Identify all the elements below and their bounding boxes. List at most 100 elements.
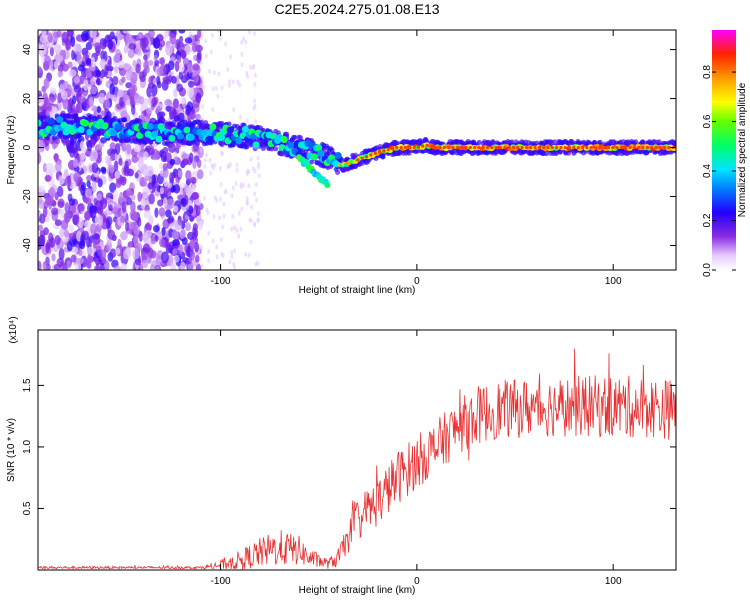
noise-blob	[131, 155, 139, 164]
noise-blob	[254, 182, 258, 188]
noise-blob	[207, 258, 211, 264]
noise-blob	[109, 248, 117, 258]
noise-blob	[44, 174, 52, 182]
noise-blob	[241, 182, 245, 188]
noise-blob	[188, 205, 194, 214]
noise-blob	[73, 85, 82, 93]
ridge-core	[589, 145, 593, 150]
noise-blob	[253, 118, 257, 124]
noise-blob	[146, 86, 152, 98]
ridge-core	[667, 145, 671, 150]
noise-blob	[240, 62, 244, 68]
noise-blob	[93, 197, 98, 206]
ridge-mark	[317, 149, 325, 157]
noise-blob	[105, 98, 110, 110]
ridge-core	[442, 145, 446, 150]
noise-blob	[211, 163, 215, 169]
noise-blob	[140, 251, 149, 259]
noise-blob	[166, 182, 173, 189]
ridge-core	[576, 145, 580, 150]
ridge-halo	[269, 146, 275, 152]
noise-blob	[38, 139, 43, 150]
noise-blob	[55, 54, 64, 64]
x-tick-label: -100	[211, 576, 231, 587]
branch-mark	[324, 182, 331, 189]
noise-blob	[257, 173, 261, 179]
noise-blob	[57, 70, 63, 78]
ridge-core	[369, 153, 373, 157]
noise-blob	[163, 177, 168, 187]
noise-blob	[180, 261, 186, 270]
noise-blob	[115, 180, 122, 188]
noise-blob	[212, 70, 216, 76]
ridge-core	[533, 145, 537, 150]
noise-blob	[172, 108, 177, 116]
noise-blob	[92, 238, 98, 249]
noise-blob	[140, 114, 146, 121]
noise-blob	[65, 137, 70, 147]
noise-blob	[188, 80, 195, 88]
noise-blob	[250, 204, 254, 210]
ridge-core	[395, 146, 399, 150]
ridge-halo	[640, 139, 646, 145]
noise-blob	[70, 254, 77, 263]
noise-blob	[178, 244, 183, 255]
ridge-core	[412, 145, 416, 150]
noise-blob	[200, 75, 204, 81]
ridge-core	[602, 145, 606, 150]
noise-blob	[126, 187, 132, 198]
noise-blob	[249, 65, 253, 71]
noise-blob	[53, 60, 59, 70]
noise-blob	[58, 248, 65, 261]
noise-blob	[107, 229, 116, 240]
noise-blob	[67, 30, 73, 36]
ridge-halo	[219, 140, 225, 146]
noise-blob	[152, 224, 160, 233]
noise-blob	[99, 38, 107, 50]
noise-blob	[209, 49, 213, 55]
noise-blob	[204, 53, 208, 59]
noise-blob	[166, 217, 174, 224]
noise-blob	[90, 86, 98, 95]
noise-blob	[137, 191, 142, 202]
noise-blob	[155, 255, 163, 267]
noise-blob	[178, 71, 184, 80]
noise-blob	[88, 96, 94, 108]
noise-blob	[200, 263, 204, 269]
noise-blob	[51, 207, 59, 216]
ridge-core	[408, 145, 412, 150]
noise-blob	[38, 65, 42, 74]
noise-blob	[244, 252, 248, 258]
noise-blob	[68, 224, 74, 233]
noise-blob	[96, 105, 101, 114]
noise-blob	[231, 213, 235, 219]
noise-blob	[220, 251, 224, 257]
noise-blob	[114, 142, 121, 155]
ridge-halo	[97, 114, 103, 120]
noise-blob	[100, 50, 105, 61]
noise-blob	[104, 64, 109, 76]
noise-blob	[84, 197, 92, 205]
noise-blob	[211, 107, 215, 113]
noise-blob	[194, 74, 199, 84]
ridge-mark	[77, 126, 85, 134]
ridge-core	[477, 145, 481, 150]
noise-blob	[77, 217, 85, 229]
noise-blob	[211, 238, 215, 244]
noise-blob	[160, 150, 167, 163]
ridge-halo	[273, 146, 279, 152]
ridge-core	[593, 145, 598, 150]
noise-blob	[195, 254, 200, 263]
noise-blob	[253, 81, 257, 87]
noise-blob	[58, 174, 65, 185]
noise-blob	[216, 93, 220, 99]
ridge-core	[529, 145, 533, 150]
colorbar-tick-label: 0.6	[702, 114, 713, 128]
noise-blob	[185, 108, 191, 116]
ridge-mark	[315, 144, 323, 152]
ridge-mark	[226, 126, 234, 134]
noise-blob	[192, 63, 200, 71]
noise-blob	[98, 92, 106, 105]
noise-blob	[45, 242, 50, 254]
ridge-halo	[592, 139, 598, 145]
